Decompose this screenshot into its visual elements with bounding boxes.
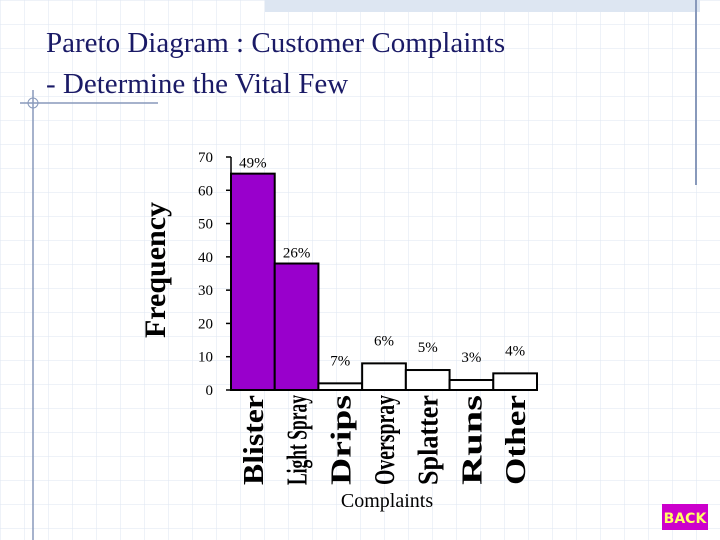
y-tick-label: 10 — [198, 350, 213, 366]
bar — [492, 372, 538, 392]
decor-circle — [27, 97, 39, 109]
y-tick-label: 40 — [198, 250, 213, 266]
x-tick-label: Runs — [457, 395, 488, 485]
bar — [361, 362, 407, 391]
percent-label: 5% — [418, 340, 438, 356]
percent-label: 3% — [461, 350, 481, 366]
x-tick-label: Light Spray — [283, 395, 314, 485]
percent-label: 6% — [374, 333, 394, 349]
back-button-label[interactable]: BACK — [664, 511, 708, 527]
y-tick-label: 30 — [198, 283, 213, 299]
bar — [230, 172, 276, 391]
title: Pareto Diagram : Customer Complaints — [46, 27, 505, 59]
x-tick-label: Drips — [326, 395, 357, 485]
percent-label: 7% — [330, 353, 350, 369]
bar — [273, 262, 320, 391]
bar — [317, 382, 364, 392]
y-tick-label: 0 — [206, 383, 214, 399]
x-tick-label: Splatter — [414, 395, 445, 485]
x-axis-label: Complaints — [341, 490, 433, 512]
x-tick-label: Blister — [239, 395, 270, 485]
decor-bar — [265, 0, 700, 12]
back-button[interactable]: BACK — [662, 504, 708, 530]
percent-label: 49% — [239, 156, 267, 172]
x-tick-label: Other — [501, 395, 532, 485]
x-tick-label: Overspray — [370, 395, 401, 485]
bar — [448, 379, 495, 391]
y-tick-label: 70 — [198, 150, 213, 166]
percent-label: 4% — [505, 343, 525, 359]
percent-label: 26% — [283, 246, 311, 262]
title: - Determine the Vital Few — [46, 68, 348, 100]
y-tick-label: 50 — [198, 217, 213, 233]
bar — [404, 369, 451, 391]
back-button-bg[interactable] — [662, 504, 708, 530]
y-tick-label: 20 — [198, 316, 213, 332]
y-axis-label: Frequency — [139, 202, 172, 338]
y-tick-label: 60 — [198, 183, 213, 199]
